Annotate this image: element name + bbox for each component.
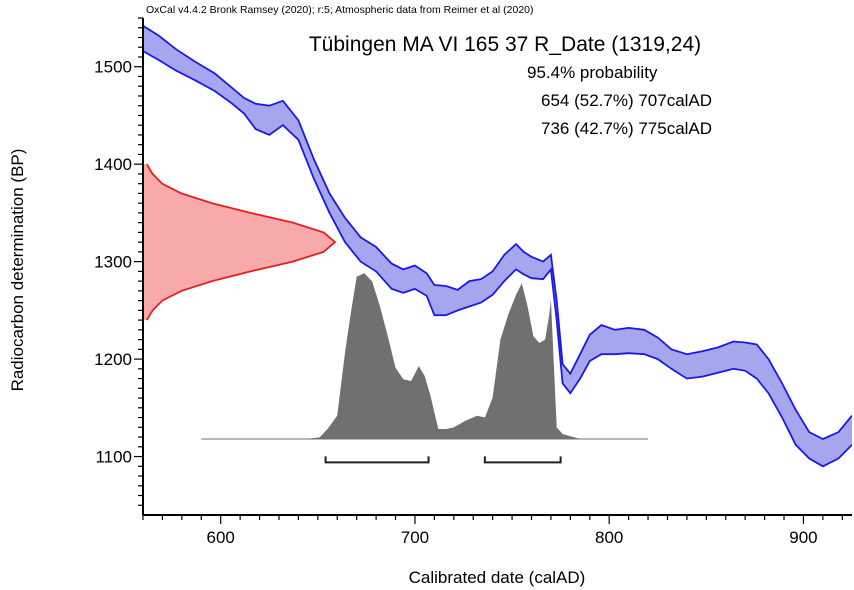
y-axis-label: Radiocarbon determination (BP) xyxy=(8,149,27,392)
probability-summary: 95.4% probability 654 (52.7%) 707calAD 736… xyxy=(527,63,712,138)
calibration-band xyxy=(143,25,852,467)
probability-line-1: 95.4% probability xyxy=(527,63,658,82)
y-tick-label: 1200 xyxy=(94,350,132,369)
calibration-lower-line xyxy=(143,50,852,468)
posterior-distribution xyxy=(201,273,649,439)
x-tick-label: 700 xyxy=(401,528,429,547)
hpd-range-bracket-2 xyxy=(483,456,562,464)
y-tick-label: 1300 xyxy=(94,253,132,272)
calibration-upper-line xyxy=(143,25,852,440)
radiocarbon-distribution-outline xyxy=(146,163,337,321)
y-tick-label: 1500 xyxy=(94,58,132,77)
axes: 600 700 800 900 1100 1200 1300 1400 1500 xyxy=(94,17,852,547)
chart-title: Tübingen MA VI 165 37 R_Date (1319,24) xyxy=(309,33,701,56)
x-axis-label: Calibrated date (calAD) xyxy=(409,568,586,587)
radiocarbon-distribution xyxy=(143,164,335,321)
probability-line-3: 736 (42.7%) 775calAD xyxy=(541,119,712,138)
y-tick-label: 1100 xyxy=(95,448,132,467)
plot-area xyxy=(143,25,852,468)
x-tick-label: 800 xyxy=(595,528,623,547)
x-tick-label: 900 xyxy=(789,528,817,547)
y-tick-label: 1400 xyxy=(94,155,132,174)
x-tick-label: 600 xyxy=(207,528,235,547)
plot-content xyxy=(143,25,852,468)
probability-line-2: 654 (52.7%) 707calAD xyxy=(541,91,712,110)
hpd-range-bracket-1 xyxy=(324,456,430,464)
software-credit: OxCal v4.4.2 Bronk Ramsey (2020); r:5; A… xyxy=(146,4,534,16)
